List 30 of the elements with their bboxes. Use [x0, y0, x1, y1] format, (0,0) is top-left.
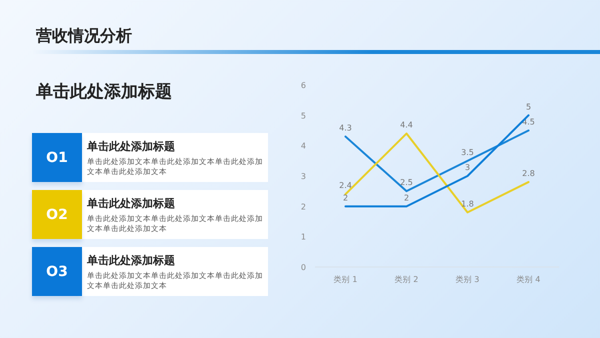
text: 单击此处添加标题	[36, 81, 172, 103]
text: O2	[46, 206, 68, 222]
data-label: 5	[526, 102, 532, 112]
data-label: 3	[464, 163, 470, 172]
x-tick-label: 类别 2	[394, 275, 418, 284]
x-tick-label: 类别 3	[456, 275, 480, 284]
data-label: 2.8	[522, 169, 535, 178]
y-tick-label: 2	[300, 202, 306, 212]
text: O3	[46, 264, 68, 280]
data-label: 1.8	[461, 199, 474, 208]
y-tick-label: 1	[300, 232, 306, 242]
data-label: 4.3	[339, 124, 352, 133]
y-tick-label: 5	[300, 111, 306, 120]
text: 营收情况分析	[36, 26, 132, 47]
y-tick-label: 3	[300, 172, 306, 181]
data-label: 4.4	[400, 120, 413, 130]
data-label: 2.5	[400, 178, 413, 188]
data-label: 2	[404, 193, 410, 202]
text: 单击此处添加标题	[87, 196, 175, 211]
x-tick-label: 类别 1	[334, 275, 358, 284]
text: 单击此处添加标题	[87, 253, 175, 268]
data-label: 2	[342, 193, 348, 202]
text: O1	[46, 150, 68, 166]
x-tick-label: 类别 4	[516, 275, 540, 284]
text: 单击此处添加标题	[87, 139, 175, 154]
data-label: 2.4	[339, 181, 352, 190]
y-tick-label: 4	[300, 142, 306, 151]
data-label: 3.5	[461, 148, 474, 157]
y-tick-label: 6	[300, 81, 306, 90]
y-tick-label: 0	[300, 263, 306, 272]
